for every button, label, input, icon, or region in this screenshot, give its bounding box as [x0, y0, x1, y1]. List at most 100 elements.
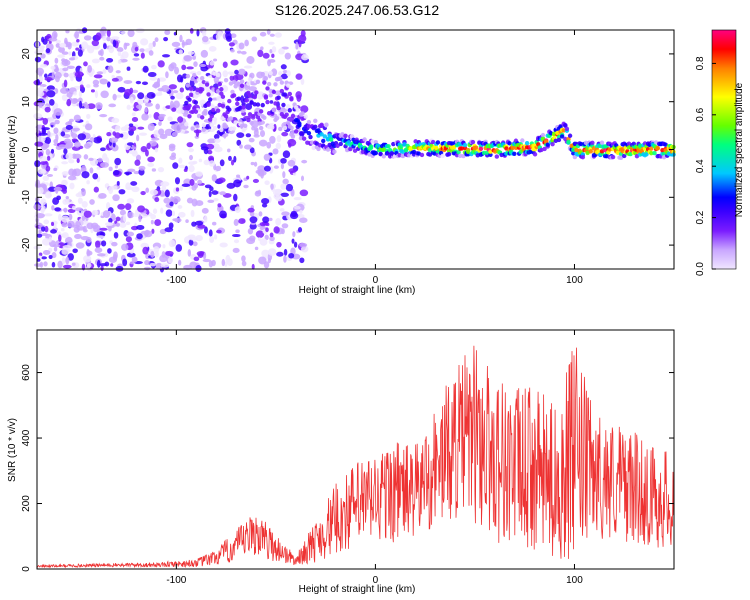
ridge-blob: [231, 93, 237, 98]
noise-blob: [119, 222, 127, 228]
noise-blob: [101, 240, 107, 247]
noise-blob: [77, 49, 83, 57]
noise-blob: [240, 50, 247, 55]
ridge-blob: [607, 147, 613, 152]
ridge-blob: [435, 140, 441, 145]
noise-blob: [241, 255, 246, 262]
noise-blob: [140, 242, 149, 249]
noise-blob: [168, 239, 176, 248]
noise-blob: [168, 84, 177, 90]
ridge-blob: [268, 70, 273, 76]
ridge-blob: [282, 125, 288, 131]
noise-blob: [63, 148, 68, 155]
noise-blob: [186, 142, 194, 148]
noise-blob: [58, 144, 67, 150]
noise-blob: [93, 74, 103, 79]
noise-blob: [94, 90, 99, 99]
noise-blob: [115, 216, 121, 222]
ridge-blob: [520, 138, 525, 143]
noise-blob: [58, 213, 62, 222]
noise-blob: [134, 46, 139, 52]
noise-blob: [106, 131, 112, 137]
noise-blob: [275, 194, 283, 202]
noise-blob: [75, 242, 85, 249]
noise-blob: [280, 183, 287, 190]
noise-blob: [42, 38, 48, 45]
noise-blob: [117, 59, 122, 64]
noise-blob: [250, 161, 255, 166]
noise-blob: [208, 46, 217, 52]
noise-blob: [227, 148, 231, 153]
ridge-blob: [212, 117, 218, 122]
ridge-blob: [649, 146, 654, 151]
noise-blob: [208, 155, 215, 162]
noise-blob: [151, 168, 157, 172]
colorbar: 0.0 0.2 0.4 0.6 0.8 Normalized spectral ampl…: [695, 29, 745, 276]
noise-blob: [34, 141, 44, 147]
ridge-blob: [271, 107, 277, 113]
x-tick-label: 0: [373, 575, 379, 586]
noise-blob: [131, 256, 138, 263]
noise-blob: [281, 223, 289, 229]
noise-blob: [262, 216, 270, 224]
noise-blob: [62, 198, 69, 205]
ridge-blob: [184, 110, 189, 115]
ridge-blob: [295, 118, 300, 123]
noise-blob: [71, 133, 78, 139]
noise-blob: [57, 260, 63, 269]
noise-blob: [144, 107, 148, 113]
noise-blob: [129, 96, 134, 104]
noise-blob: [150, 250, 155, 258]
noise-blob: [89, 137, 95, 142]
ridge-blob: [246, 81, 251, 86]
noise-blob: [38, 155, 48, 162]
noise-blob: [62, 188, 68, 194]
ridge-blob: [510, 145, 515, 151]
noise-blob: [285, 183, 294, 192]
colorbar-ticks: 0.0 0.2 0.4 0.6 0.8: [695, 56, 716, 276]
noise-blob: [83, 61, 88, 67]
noise-blob: [81, 201, 88, 208]
noise-blob: [170, 95, 175, 100]
noise-blob: [118, 189, 126, 195]
ridge-blob: [273, 82, 278, 87]
ridge-blob: [644, 152, 649, 157]
noise-blob: [300, 105, 309, 113]
noise-blob: [51, 261, 56, 268]
noise-blob: [203, 226, 208, 234]
noise-blob: [68, 159, 75, 164]
noise-blob: [231, 233, 241, 238]
ridge-blob: [255, 79, 261, 84]
noise-blob: [131, 186, 140, 193]
noise-blob: [273, 165, 279, 169]
noise-blob: [143, 230, 153, 238]
noise-blob: [280, 73, 288, 80]
ridge-blob: [192, 106, 197, 111]
ridge-blob: [362, 137, 367, 142]
ridge-blob: [309, 140, 315, 145]
noise-blob: [280, 64, 287, 70]
ridge-blob: [193, 100, 199, 105]
noise-blob: [46, 173, 53, 177]
noise-blob: [189, 27, 194, 34]
y-tick-label: 20: [21, 48, 32, 60]
spectrogram-y-ticks: -20 -10 0 10 20: [21, 48, 674, 252]
ridge-blob: [408, 147, 414, 152]
noise-blob: [214, 146, 223, 153]
noise-blob: [36, 102, 45, 106]
noise-blob: [276, 241, 282, 248]
noise-blob: [55, 39, 61, 44]
noise-blob: [249, 216, 258, 224]
noise-blob: [179, 185, 183, 192]
noise-blob: [293, 241, 298, 248]
noise-blob: [225, 31, 232, 40]
ridge-blob: [319, 132, 324, 137]
noise-blob: [153, 111, 160, 120]
ridge-blob: [290, 113, 296, 119]
ridge-blob: [268, 93, 273, 98]
ridge-blob: [233, 120, 238, 125]
noise-blob: [175, 187, 180, 192]
noise-blob: [170, 62, 177, 69]
noise-blob: [119, 209, 126, 216]
ridge-blob: [265, 99, 270, 105]
